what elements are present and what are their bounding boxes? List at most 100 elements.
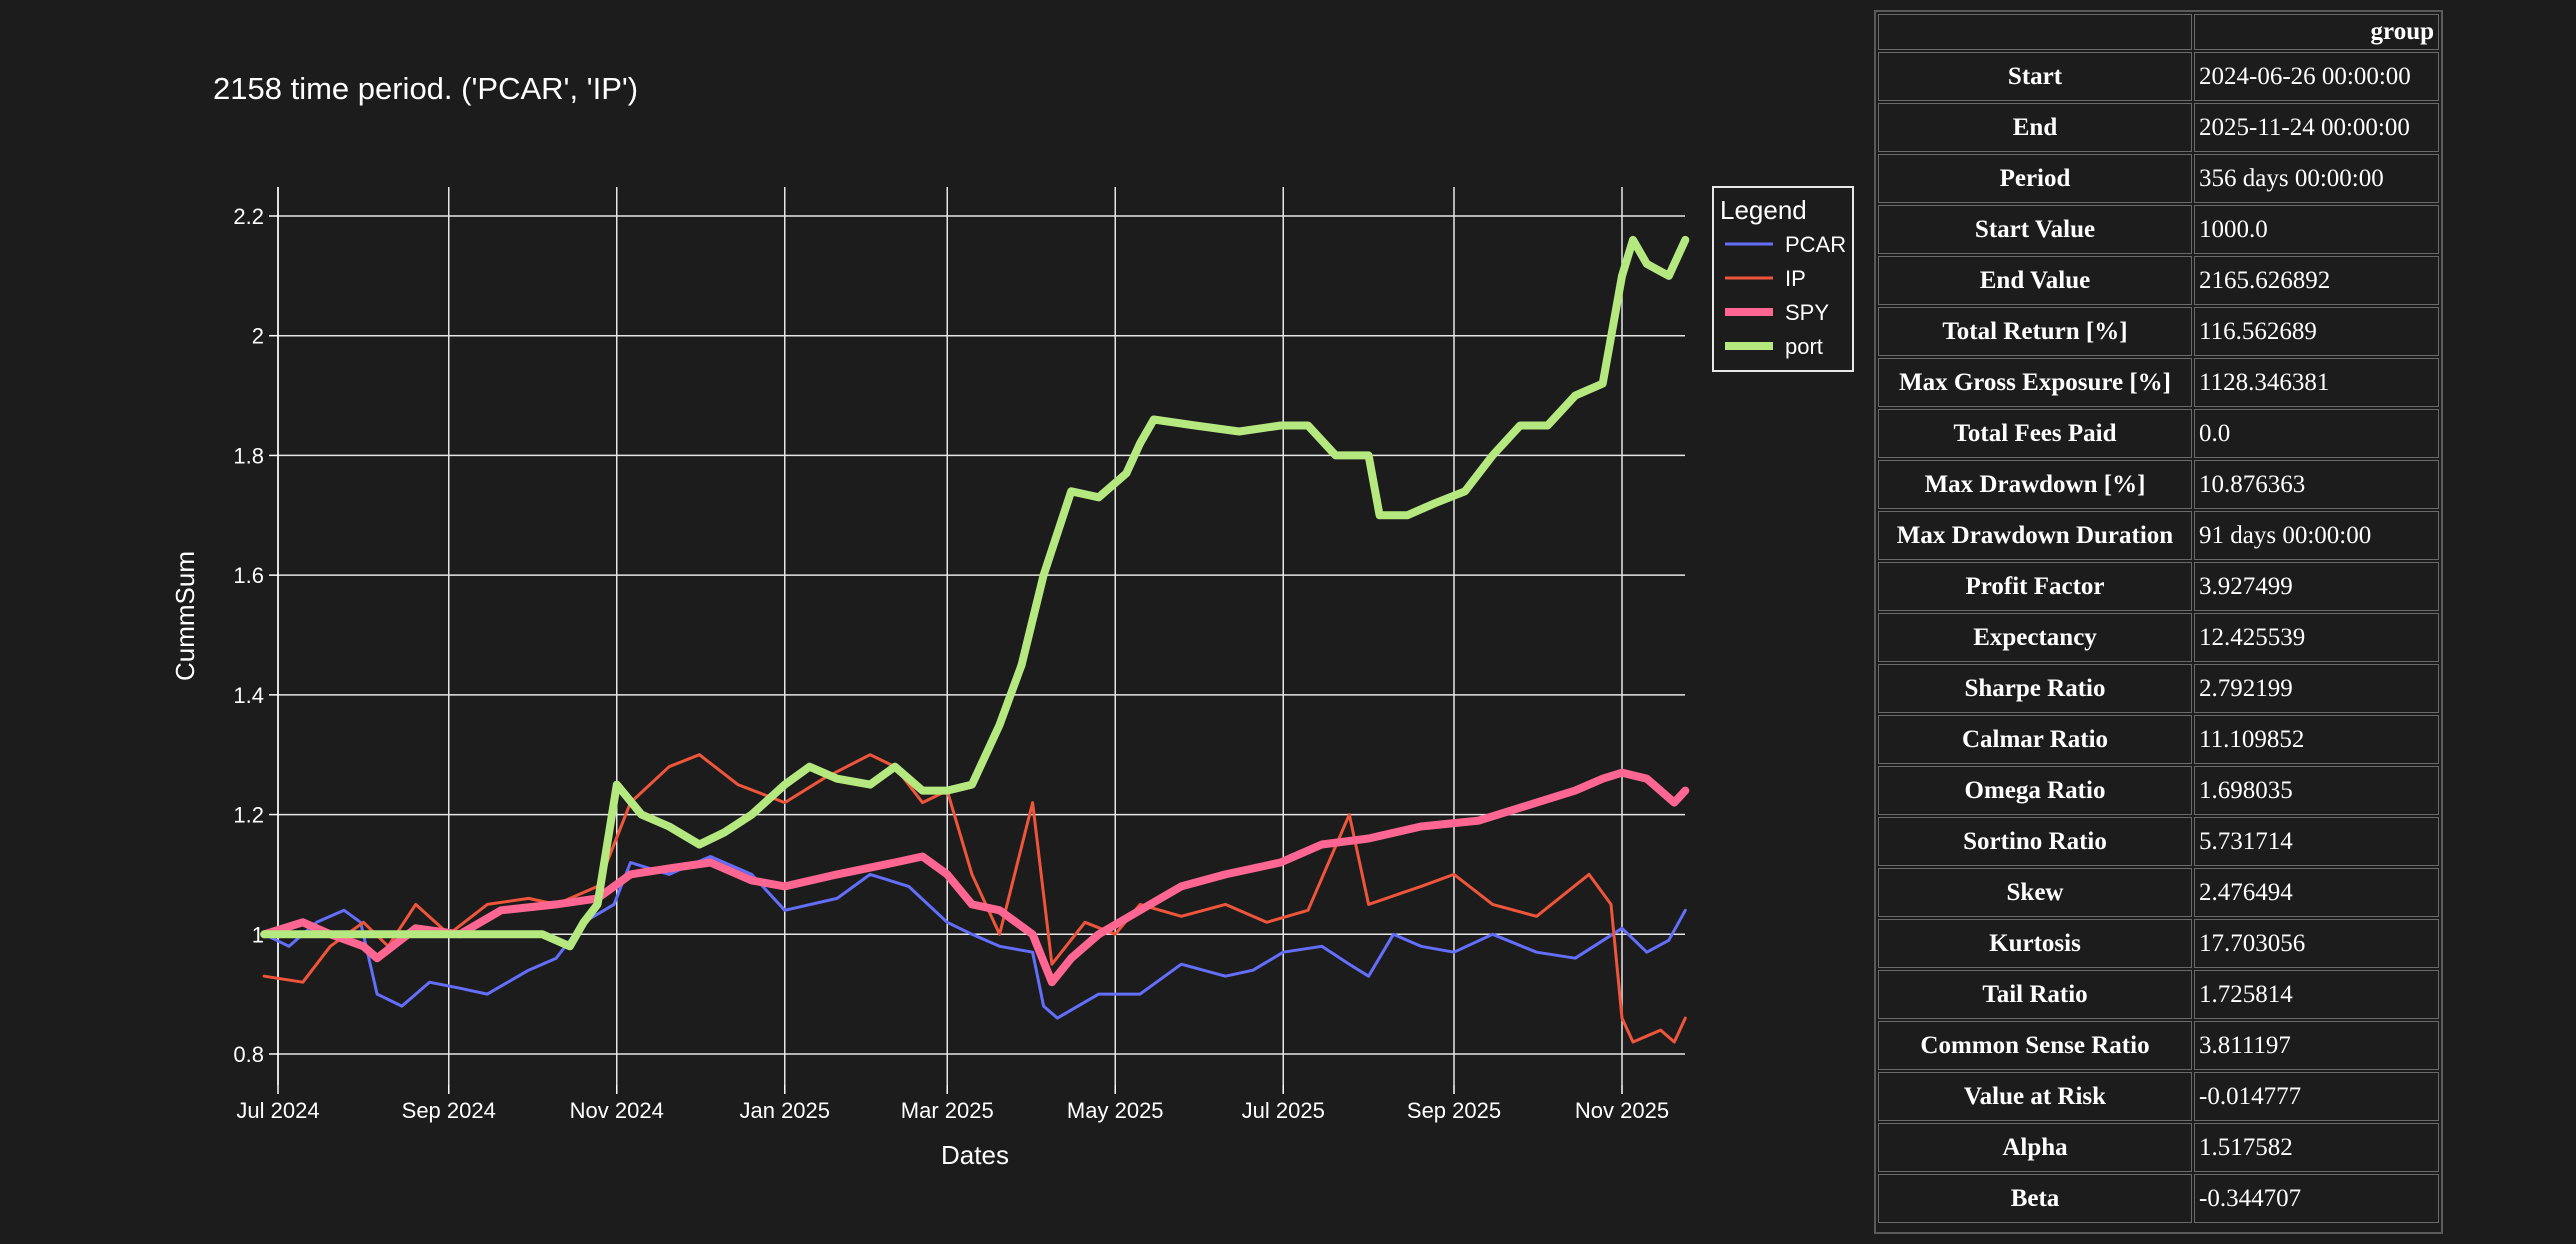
stats-row: Sortino Ratio 5.731714 — [1878, 817, 2439, 866]
stats-key: Profit Factor — [1878, 562, 2192, 611]
chart-series — [260, 235, 1690, 1044]
stats-value: 5.731714 — [2194, 817, 2439, 866]
stats-value: 1000.0 — [2194, 205, 2439, 254]
x-tick-label: Jul 2025 — [1242, 1098, 1325, 1123]
stats-key: Total Return [%] — [1878, 307, 2192, 356]
y-tick-label: 1 — [252, 922, 264, 947]
line-chart: 2158 time period. ('PCAR', 'IP') 0.8 1 1.2… — [170, 71, 1854, 1170]
stats-row: End Value 2165.626892 — [1878, 256, 2439, 305]
x-tick-label: Nov 2024 — [570, 1098, 664, 1123]
x-tick-label: May 2025 — [1067, 1098, 1164, 1123]
stats-row: Expectancy 12.425539 — [1878, 613, 2439, 662]
stats-key: End — [1878, 103, 2192, 152]
stats-key: Value at Risk — [1878, 1072, 2192, 1121]
stats-value: 3.927499 — [2194, 562, 2439, 611]
x-tick-label: Nov 2025 — [1575, 1098, 1669, 1123]
stats-value: 1128.346381 — [2194, 358, 2439, 407]
stats-value: 1.698035 — [2194, 766, 2439, 815]
x-tick-label: Jan 2025 — [739, 1098, 830, 1123]
stats-value: 2.792199 — [2194, 664, 2439, 713]
x-axis-label: Dates — [941, 1140, 1009, 1170]
stats-row: Max Drawdown Duration 91 days 00:00:00 — [1878, 511, 2439, 560]
legend-label-port: port — [1785, 334, 1823, 359]
stats-row: Omega Ratio 1.698035 — [1878, 766, 2439, 815]
stats-value: 1.725814 — [2194, 970, 2439, 1019]
y-tick-label: 1.8 — [233, 443, 264, 468]
stats-key: Omega Ratio — [1878, 766, 2192, 815]
legend-title: Legend — [1720, 195, 1807, 225]
stats-row: End 2025-11-24 00:00:00 — [1878, 103, 2439, 152]
y-tick-label: 0.8 — [233, 1042, 264, 1067]
stats-key: Max Drawdown [%] — [1878, 460, 2192, 509]
stats-row: Calmar Ratio 11.109852 — [1878, 715, 2439, 764]
y-tick-label: 2 — [252, 324, 264, 349]
chart-grid — [277, 187, 1685, 1085]
stats-header-empty — [1878, 14, 2192, 50]
stats-value: -0.344707 — [2194, 1174, 2439, 1223]
stats-header-label: group — [2194, 14, 2439, 50]
legend[interactable]: Legend PCAR IP SPY port — [1712, 186, 1854, 372]
series-line-pcar — [262, 855, 1687, 1020]
stats-row: Tail Ratio 1.725814 — [1878, 970, 2439, 1019]
stats-value: 2024-06-26 00:00:00 — [2194, 52, 2439, 101]
stats-row: Start 2024-06-26 00:00:00 — [1878, 52, 2439, 101]
stats-row: Common Sense Ratio 3.811197 — [1878, 1021, 2439, 1070]
stats-row: Max Drawdown [%] 10.876363 — [1878, 460, 2439, 509]
stats-key: End Value — [1878, 256, 2192, 305]
stats-key: Calmar Ratio — [1878, 715, 2192, 764]
stats-key: Max Gross Exposure [%] — [1878, 358, 2192, 407]
series-line-spy — [260, 768, 1690, 987]
stats-key: Sharpe Ratio — [1878, 664, 2192, 713]
stats-row: Skew 2.476494 — [1878, 868, 2439, 917]
stats-row: Alpha 1.517582 — [1878, 1123, 2439, 1172]
x-axis: Jul 2024 Sep 2024 Nov 2024 Jan 2025 Mar 2025… — [236, 1085, 1669, 1123]
y-tick-label: 1.4 — [233, 683, 264, 708]
stats-row: Beta -0.344707 — [1878, 1174, 2439, 1223]
stats-row: Profit Factor 3.927499 — [1878, 562, 2439, 611]
legend-label-pcar: PCAR — [1785, 232, 1846, 257]
x-tick-label: Sep 2024 — [402, 1098, 496, 1123]
chart-title: 2158 time period. ('PCAR', 'IP') — [213, 71, 638, 106]
y-axis-label: CummSum — [170, 551, 200, 681]
stats-value: 116.562689 — [2194, 307, 2439, 356]
stats-row: Total Fees Paid 0.0 — [1878, 409, 2439, 458]
stats-panel: group Start 2024-06-26 00:00:00 End 2025-11… — [1874, 10, 2443, 1234]
stats-row: Sharpe Ratio 2.792199 — [1878, 664, 2439, 713]
stats-key: Skew — [1878, 868, 2192, 917]
stats-value: 17.703056 — [2194, 919, 2439, 968]
y-tick-label: 2.2 — [233, 204, 264, 229]
stats-key: Beta — [1878, 1174, 2192, 1223]
stats-key: Sortino Ratio — [1878, 817, 2192, 866]
stats-header-row: group — [1878, 14, 2439, 50]
stats-table: group Start 2024-06-26 00:00:00 End 2025-11… — [1876, 12, 2441, 1225]
x-tick-label: Jul 2024 — [236, 1098, 319, 1123]
stats-key: Start — [1878, 52, 2192, 101]
stats-row: Value at Risk -0.014777 — [1878, 1072, 2439, 1121]
legend-label-ip: IP — [1785, 266, 1806, 291]
stats-value: 356 days 00:00:00 — [2194, 154, 2439, 203]
stats-row: Period 356 days 00:00:00 — [1878, 154, 2439, 203]
stats-value: 11.109852 — [2194, 715, 2439, 764]
stats-key: Common Sense Ratio — [1878, 1021, 2192, 1070]
stats-key: Kurtosis — [1878, 919, 2192, 968]
stats-value: 2025-11-24 00:00:00 — [2194, 103, 2439, 152]
stats-key: Start Value — [1878, 205, 2192, 254]
legend-label-spy: SPY — [1785, 300, 1829, 325]
stats-row: Total Return [%] 116.562689 — [1878, 307, 2439, 356]
stats-row: Start Value 1000.0 — [1878, 205, 2439, 254]
stats-key: Alpha — [1878, 1123, 2192, 1172]
stats-row: Max Gross Exposure [%] 1128.346381 — [1878, 358, 2439, 407]
stats-key: Max Drawdown Duration — [1878, 511, 2192, 560]
y-tick-label: 1.2 — [233, 803, 264, 828]
stats-value: 1.517582 — [2194, 1123, 2439, 1172]
stats-value: 0.0 — [2194, 409, 2439, 458]
stats-key: Total Fees Paid — [1878, 409, 2192, 458]
stats-key: Period — [1878, 154, 2192, 203]
stats-key: Expectancy — [1878, 613, 2192, 662]
x-tick-label: Mar 2025 — [901, 1098, 994, 1123]
stats-value: 12.425539 — [2194, 613, 2439, 662]
stats-key: Tail Ratio — [1878, 970, 2192, 1019]
stats-row: Kurtosis 17.703056 — [1878, 919, 2439, 968]
y-axis: 0.8 1 1.2 1.4 1.6 1.8 2 2.2 — [233, 187, 279, 1085]
stats-value: 2165.626892 — [2194, 256, 2439, 305]
